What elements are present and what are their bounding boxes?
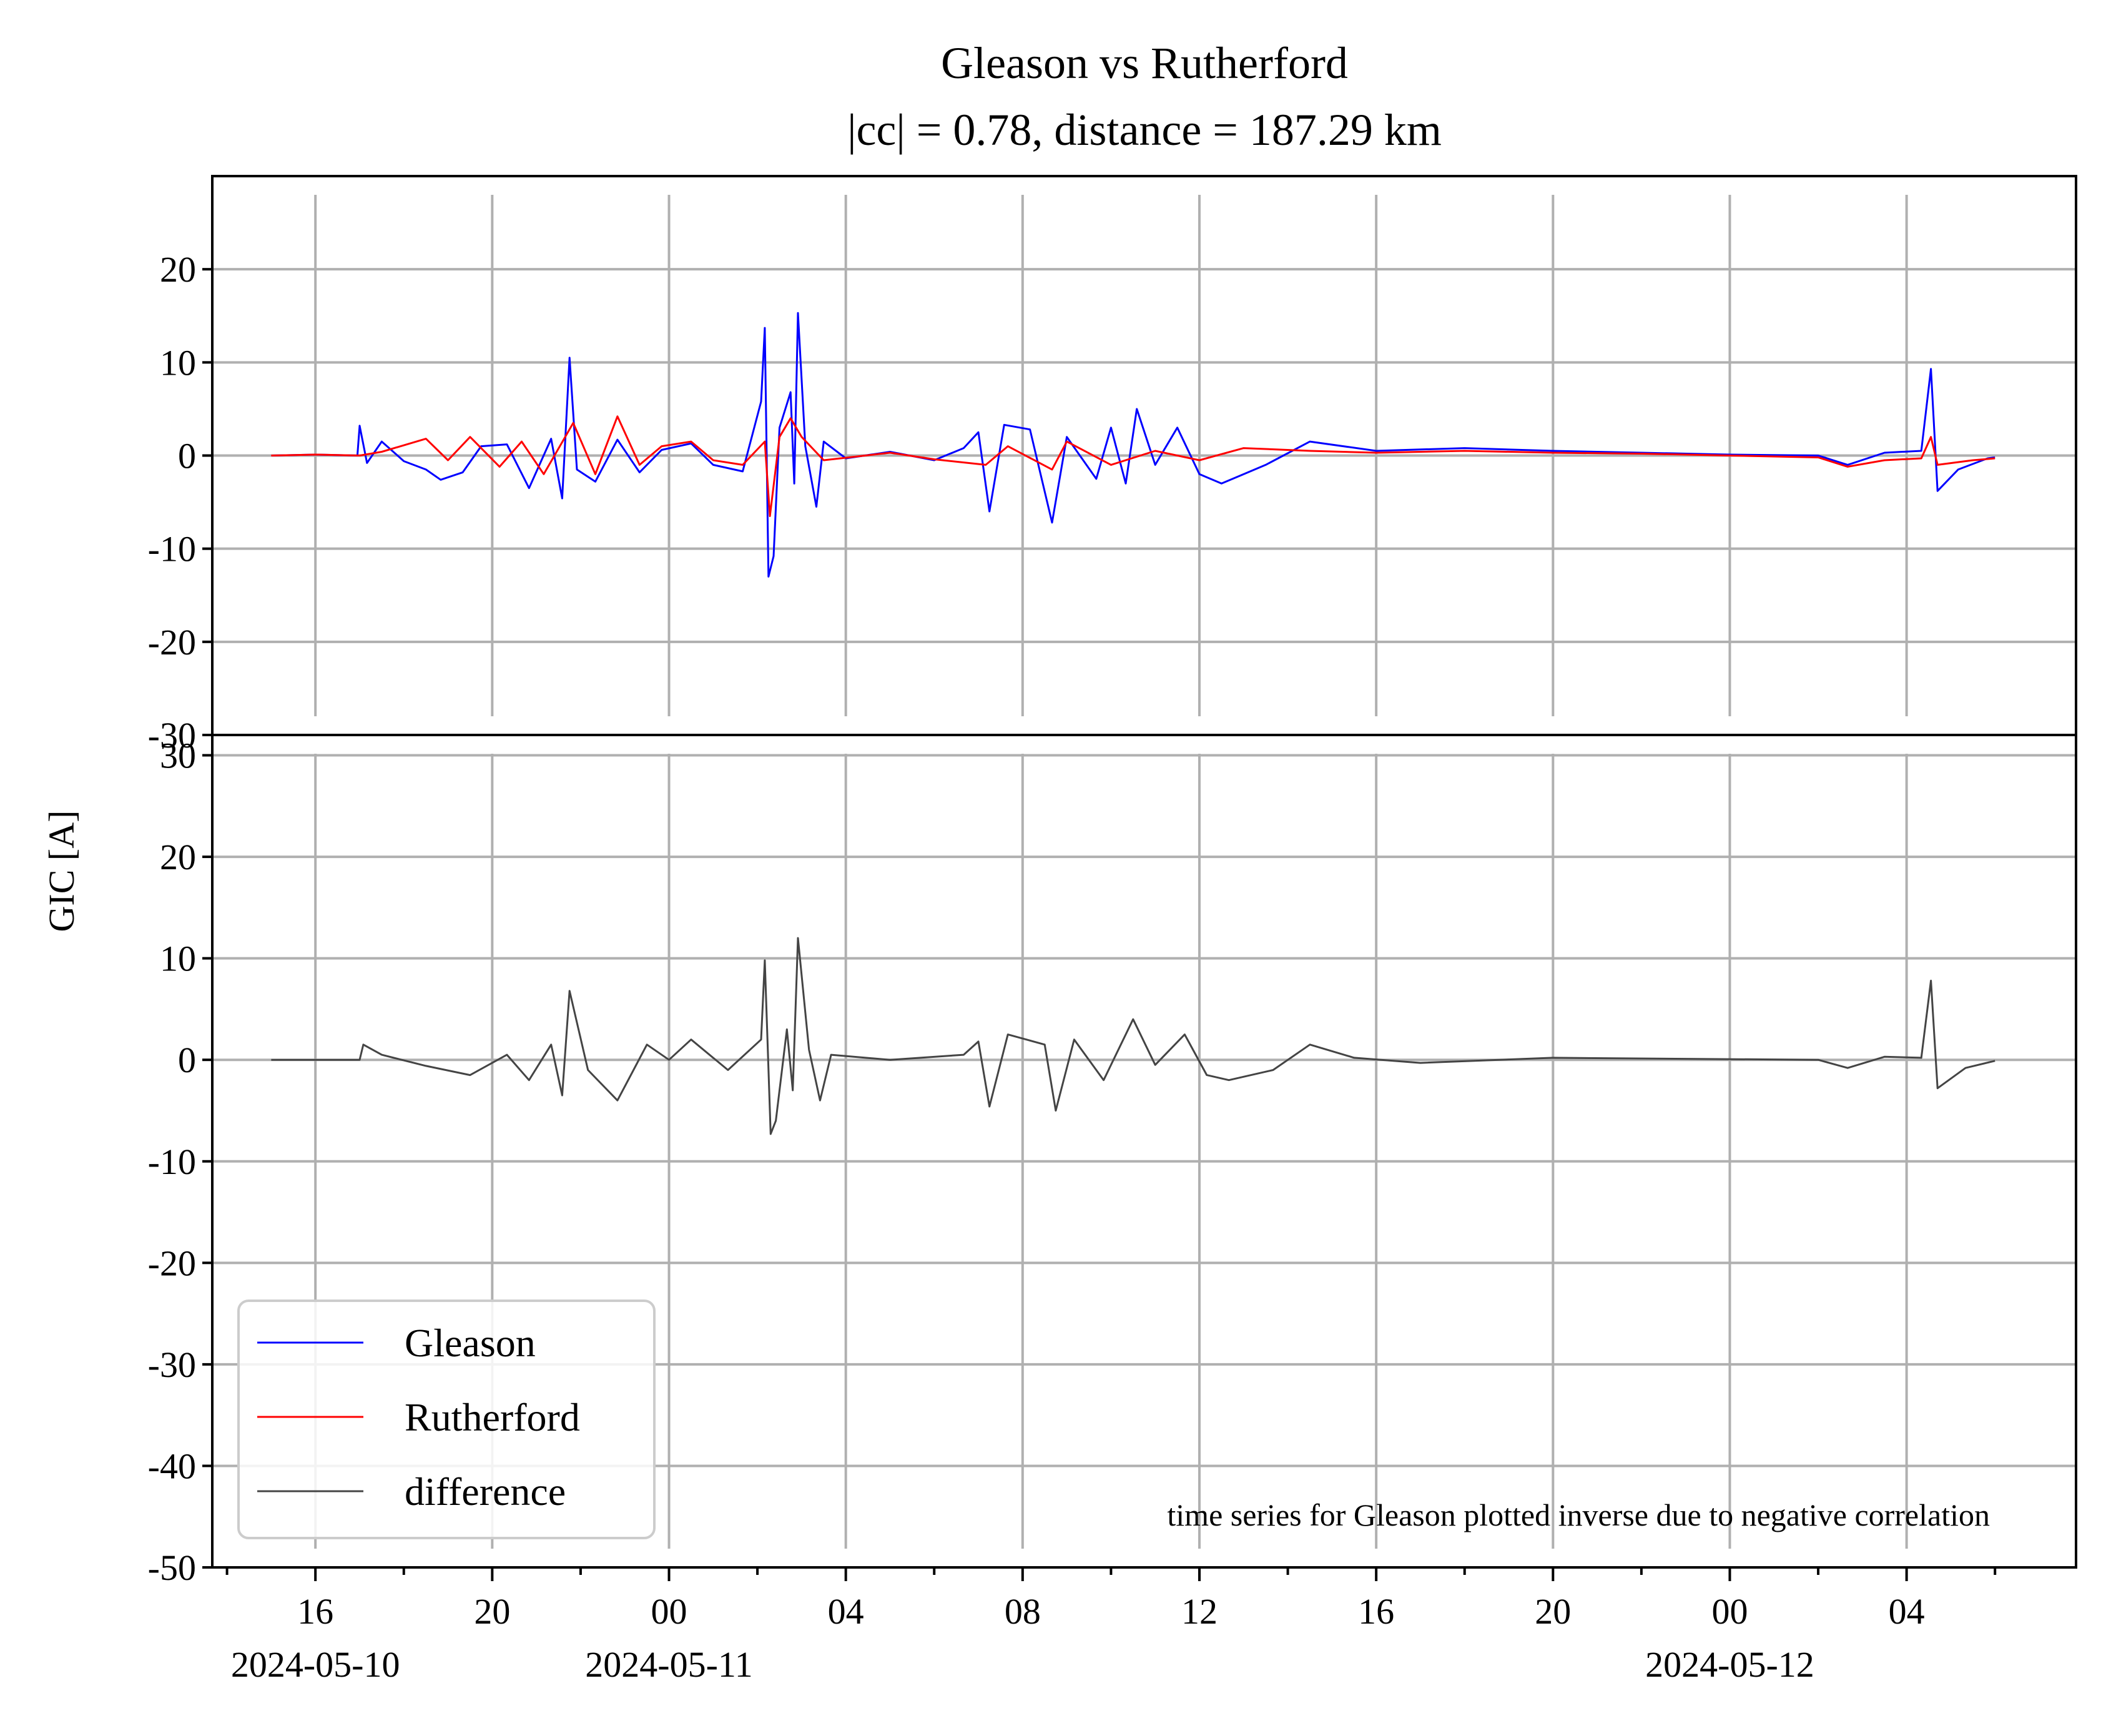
inverse-note: time series for Gleason plotted inverse … [1167, 1497, 1990, 1532]
bottom-panel: -50 -40 -30 -20 -10 0 10 20 30 [148, 734, 2077, 1588]
x-tick-label: 04 [828, 1591, 864, 1632]
bottom-ytick-label: -20 [148, 1243, 196, 1283]
top-ytick-label: -20 [148, 622, 196, 663]
x-tick-label: 16 [1358, 1591, 1394, 1632]
bottom-ytick-label: 0 [178, 1040, 196, 1080]
y-axis-label: GIC [A] [41, 811, 82, 932]
x-tick-label: 00 [1711, 1591, 1748, 1632]
legend-label-rutherford: Rutherford [405, 1395, 580, 1439]
x-tick-label: 16 [297, 1591, 333, 1632]
legend-box [237, 1300, 656, 1539]
x-tick-label: 20 [474, 1591, 510, 1632]
x-date-label: 2024-05-11 [585, 1644, 752, 1685]
bottom-panel-series [271, 937, 1995, 1135]
x-tick-label: 08 [1005, 1591, 1041, 1632]
series-line-gleason [271, 312, 1995, 578]
x-tick-label: 04 [1889, 1591, 1925, 1632]
x-tick-label: 12 [1181, 1591, 1218, 1632]
bottom-ytick-label: -10 [148, 1142, 196, 1182]
bottom-ytick-label: -30 [148, 1344, 196, 1385]
bottom-panel-y-ticks: -50 -40 -30 -20 -10 0 10 20 30 [148, 736, 212, 1588]
bottom-ytick-label: -50 [148, 1547, 196, 1588]
bottom-panel-frame [211, 734, 2077, 1569]
x-tick-label: 00 [651, 1591, 687, 1632]
x-date-label: 2024-05-12 [1645, 1644, 1814, 1685]
legend-label-gleason: Gleason [405, 1321, 536, 1365]
bottom-ytick-label: -40 [148, 1446, 196, 1486]
top-ytick-label: 0 [178, 436, 196, 476]
top-ytick-label: -10 [148, 529, 196, 570]
bottom-ytick-label: 30 [160, 736, 196, 776]
top-ytick-label: 10 [160, 342, 196, 383]
x-axis-ticks: 16 20 00 04 08 12 16 20 00 04 2024-05-10 2024-05-11… [225, 1567, 1997, 1685]
top-ytick-label: -30 [148, 715, 196, 756]
series-line-difference [271, 937, 1995, 1135]
bottom-ytick-label: 10 [160, 939, 196, 979]
bottom-panel-grid [212, 754, 2076, 1569]
legend-label-difference: difference [405, 1469, 566, 1514]
x-date-label: 2024-05-10 [231, 1644, 400, 1685]
x-tick-label: 20 [1535, 1591, 1571, 1632]
top-panel-y-ticks: -30 -20 -10 0 10 20 [148, 249, 212, 756]
chart-title: Gleason vs Rutherford [941, 38, 1348, 88]
top-ytick-label: 20 [160, 249, 196, 290]
series-line-rutherford [271, 415, 1995, 517]
top-panel-series [271, 312, 1995, 578]
bottom-ytick-label: 20 [160, 837, 196, 877]
chart-subtitle: |cc| = 0.78, distance = 187.29 km [847, 105, 1442, 155]
legend: Gleason Rutherford difference [237, 1300, 656, 1539]
